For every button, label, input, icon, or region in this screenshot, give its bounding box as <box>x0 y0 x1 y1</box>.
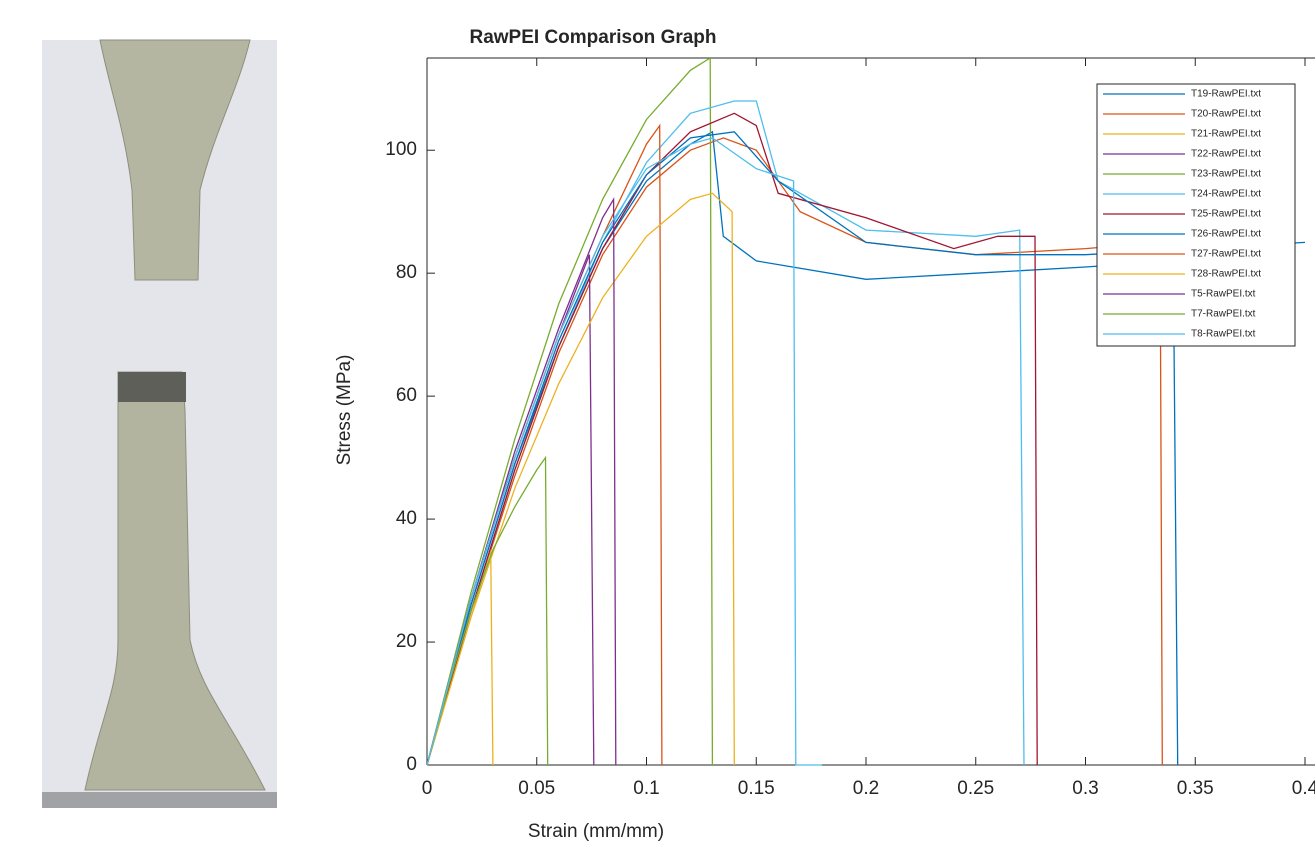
x-tick-label: 0.25 <box>957 778 994 799</box>
y-tick-label: 100 <box>385 139 417 160</box>
y-tick-label: 40 <box>396 508 417 529</box>
legend-box <box>1096 83 1296 347</box>
legend-label: T25-RawPEI.txt <box>1191 209 1261 220</box>
grip <box>42 792 277 808</box>
y-axis-label: Stress (MPa) <box>334 355 355 466</box>
legend-label: T27-RawPEI.txt <box>1191 249 1261 260</box>
y-tick-label: 0 <box>406 754 417 775</box>
y-tick-label: 60 <box>396 385 417 406</box>
x-tick-label: 0.1 <box>633 778 659 799</box>
x-tick-label: 0.2 <box>853 778 879 799</box>
series-group <box>427 58 1306 766</box>
x-tick-label: 0.15 <box>738 778 775 799</box>
x-tick-label: 0.35 <box>1177 778 1214 799</box>
fracture-shadow <box>118 372 186 402</box>
series-line <box>427 123 663 766</box>
series-line <box>427 112 1038 766</box>
legend-label: T28-RawPEI.txt <box>1191 269 1261 280</box>
series-line <box>427 131 1306 766</box>
legend-label: T22-RawPEI.txt <box>1191 149 1261 160</box>
specimen-bottom <box>84 371 266 791</box>
series-line <box>427 58 714 766</box>
legend-label: T8-RawPEI.txt <box>1191 329 1256 340</box>
legend-label: T24-RawPEI.txt <box>1191 189 1261 200</box>
legend-label: T23-RawPEI.txt <box>1191 169 1261 180</box>
legend-label: T21-RawPEI.txt <box>1191 129 1261 140</box>
specimen-photo <box>42 39 277 808</box>
x-tick-label: 0.4 <box>1292 778 1315 799</box>
series-line <box>427 137 1163 766</box>
legend-label: T7-RawPEI.txt <box>1191 309 1256 320</box>
series-line <box>427 130 1179 766</box>
x-tick-label: 0.3 <box>1072 778 1098 799</box>
legend-label: T5-RawPEI.txt <box>1191 289 1256 300</box>
y-tick-label: 20 <box>396 631 417 652</box>
legend-label: T26-RawPEI.txt <box>1191 229 1261 240</box>
chart-title: RawPEI Comparison Graph <box>469 27 716 48</box>
series-line <box>427 455 549 766</box>
x-tick-label: 0.05 <box>518 778 555 799</box>
x-tick-label: 0 <box>422 778 433 799</box>
series-line <box>427 192 735 766</box>
x-axis-label: Strain (mm/mm) <box>528 821 664 842</box>
legend-label: T19-RawPEI.txt <box>1191 89 1261 100</box>
legend-label: T20-RawPEI.txt <box>1191 109 1261 120</box>
specimen-top <box>99 39 251 281</box>
y-tick-label: 80 <box>396 262 417 283</box>
series-line <box>427 137 823 766</box>
series-line <box>427 197 617 766</box>
